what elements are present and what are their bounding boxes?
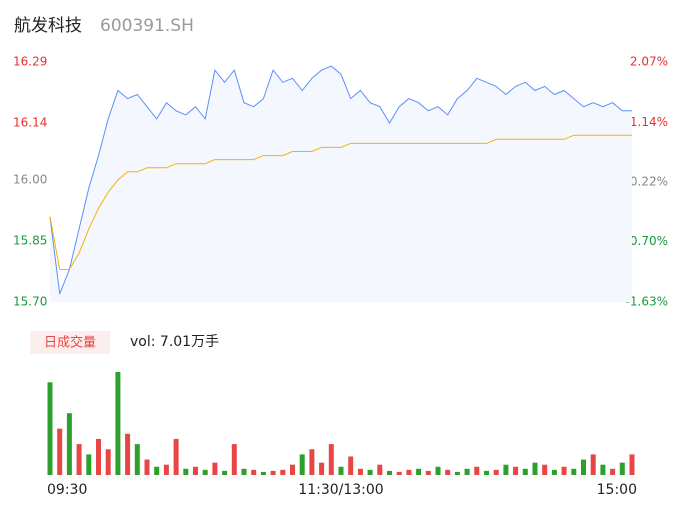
volume-bar: [231, 444, 237, 475]
volume-bar: [484, 470, 489, 475]
price-line: [49, 65, 632, 295]
volume-bar: [503, 464, 509, 475]
volume-bar: [551, 469, 557, 475]
volume-bar: [96, 438, 101, 475]
y-tick-label: 15.70: [13, 295, 47, 309]
volume-bar: [86, 454, 92, 475]
volume-bar: [251, 469, 257, 475]
volume-bar: [357, 468, 363, 475]
volume-bar: [416, 468, 422, 475]
volume-bar: [66, 413, 72, 475]
volume-bar: [406, 469, 412, 475]
y2-tick-label: -0.70%: [626, 234, 668, 248]
x-tick-label: 11:30/13:00: [298, 482, 383, 498]
volume-bar: [522, 468, 528, 475]
y-tick-label: 16.29: [13, 55, 47, 69]
volume-bar: [47, 382, 53, 475]
volume-bar: [270, 470, 276, 475]
volume-bar: [105, 449, 111, 475]
volume-bar: [581, 459, 586, 475]
volume-bar: [154, 466, 160, 475]
volume-bar: [222, 470, 228, 475]
volume-bar: [183, 468, 189, 475]
volume-bar: [396, 471, 402, 475]
volume-bar: [619, 462, 625, 475]
volume-total: vol: 7.01万手: [130, 334, 219, 350]
volume-bar: [144, 459, 150, 475]
volume-bar: [212, 462, 218, 475]
volume-bar: [464, 468, 470, 475]
volume-bar: [387, 470, 392, 475]
volume-bar: [435, 466, 441, 475]
volume-bar: [134, 444, 140, 475]
x-tick-label: 09:30: [47, 482, 87, 498]
volume-bar: [260, 471, 266, 475]
volume-label-bg: [30, 331, 110, 354]
volume-bar: [338, 466, 344, 475]
volume-bar: [309, 449, 315, 475]
volume-bar: [348, 456, 354, 475]
stock-code: 600391.SH: [100, 16, 194, 36]
volume-bar: [600, 464, 606, 475]
y2-tick-label: 2.07%: [630, 55, 668, 69]
volume-bar: [474, 466, 480, 475]
volume-bar: [115, 372, 121, 475]
volume-bar: [454, 471, 460, 475]
volume-bar: [299, 454, 305, 475]
volume-bar: [571, 468, 577, 475]
volume-bar: [425, 470, 431, 475]
average-line: [49, 134, 632, 270]
y-tick-label: 16.00: [13, 172, 47, 186]
volume-bar: [163, 464, 169, 475]
volume-bar: [532, 462, 538, 475]
volume-bar: [590, 454, 596, 475]
volume-bar: [125, 433, 131, 475]
y2-tick-label: 1.14%: [630, 115, 668, 129]
stock-name: 航发科技: [14, 16, 82, 36]
y-tick-label: 15.85: [13, 233, 47, 247]
volume-bar: [377, 464, 383, 475]
y2-tick-label: -1.63%: [626, 295, 668, 309]
volume-bar: [280, 469, 286, 475]
y-tick-label: 16.14: [13, 116, 47, 130]
y2-tick-label: 0.22%: [630, 175, 668, 189]
volume-bar: [542, 464, 548, 475]
volume-bar: [610, 468, 616, 475]
volume-bar: [493, 469, 499, 475]
volume-bar: [445, 469, 451, 475]
x-tick-label: 15:00: [597, 482, 637, 498]
price-area: [50, 66, 632, 302]
volume-bar: [561, 466, 567, 475]
volume-bar: [367, 469, 373, 475]
volume-bar: [319, 462, 325, 475]
volume-bar: [629, 454, 635, 475]
volume-bar: [76, 444, 82, 475]
volume-bar: [241, 468, 247, 475]
volume-bar: [57, 428, 63, 475]
volume-bar: [173, 438, 179, 475]
volume-title: 日成交量: [44, 335, 96, 351]
volume-bar: [328, 444, 334, 475]
volume-bar: [202, 469, 208, 475]
volume-bar: [193, 466, 198, 475]
volume-bar: [290, 464, 295, 475]
volume-bar: [513, 466, 519, 475]
